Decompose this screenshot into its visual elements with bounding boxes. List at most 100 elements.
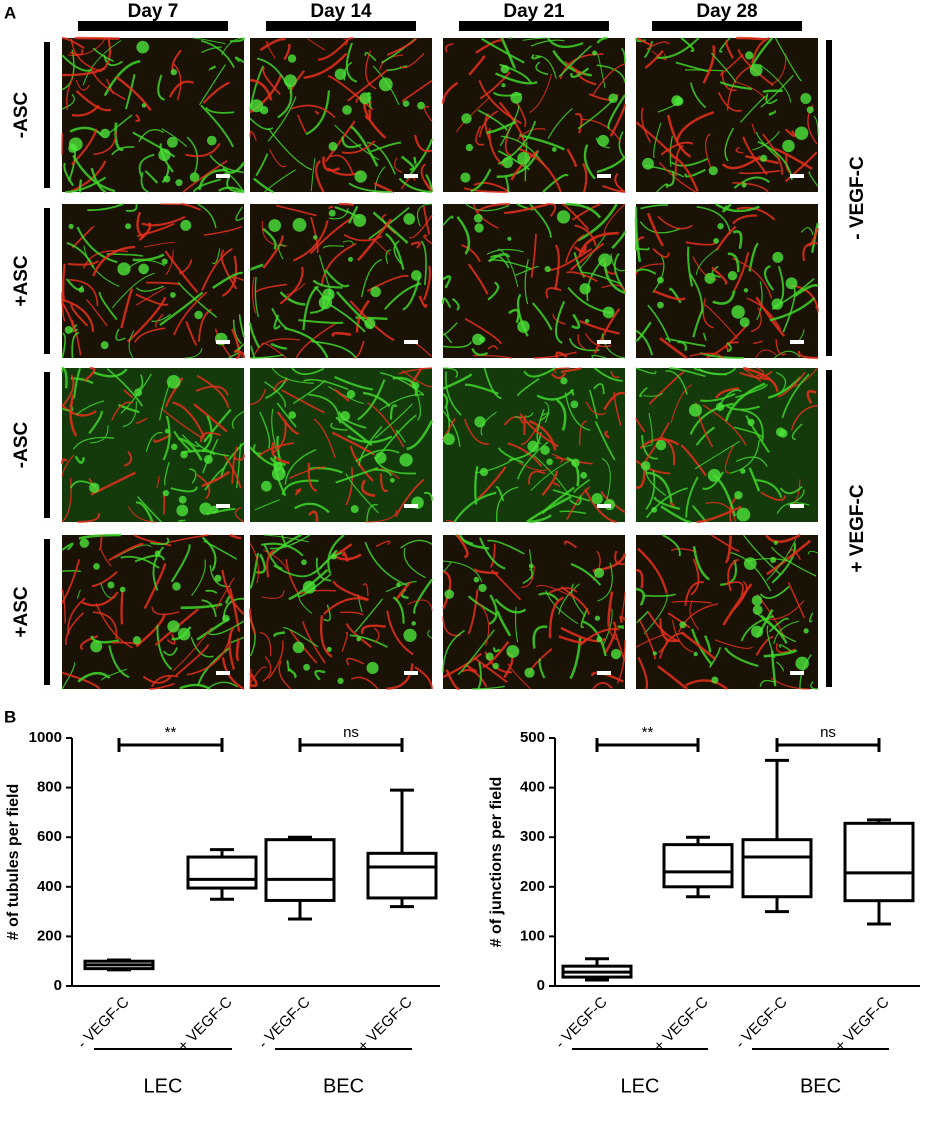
cell (501, 65, 510, 74)
cell (540, 445, 549, 454)
scale-bar (404, 671, 418, 675)
group-bar (826, 40, 832, 356)
cell (596, 636, 602, 642)
y-tick-label: 200 (37, 927, 62, 944)
cell (167, 137, 178, 148)
fiber (763, 91, 783, 92)
cell (595, 616, 600, 621)
cell (411, 270, 422, 281)
cell (603, 307, 615, 319)
cell (592, 50, 597, 55)
cell (545, 266, 551, 272)
cell (517, 152, 530, 165)
cell (171, 444, 177, 450)
column-label: Day 28 (696, 1, 757, 22)
cell (107, 581, 114, 588)
scale-bar (597, 340, 611, 344)
cell (770, 557, 776, 563)
cell (571, 458, 580, 467)
cell (190, 172, 200, 182)
cell (713, 238, 719, 244)
cell (69, 224, 74, 229)
cell (301, 559, 307, 565)
box (664, 845, 732, 887)
micrograph-bg (62, 38, 244, 192)
y-tick-label: 200 (520, 878, 545, 895)
cell (786, 277, 798, 289)
cell (580, 472, 587, 479)
y-tick-label: 400 (520, 779, 545, 796)
cell (322, 288, 334, 300)
group-label: LEC (621, 1075, 660, 1097)
cell (597, 135, 609, 147)
cell (594, 568, 604, 578)
cell (807, 106, 814, 113)
column-bar (78, 21, 228, 31)
cell (403, 629, 416, 642)
micrograph-bg (250, 38, 432, 192)
cell (753, 605, 763, 615)
cell (552, 147, 557, 152)
x-tick-label: - VEGF-C (552, 994, 611, 1053)
cell (337, 678, 343, 684)
micrograph (62, 204, 244, 358)
micrograph (636, 368, 818, 522)
micrograph-bg (62, 535, 244, 689)
cell (800, 93, 811, 104)
micrograph (636, 535, 818, 689)
cell (502, 157, 513, 168)
cell (171, 69, 177, 75)
scale-bar (216, 671, 230, 675)
cell (367, 662, 379, 674)
y-tick-label: 0 (54, 977, 62, 994)
cell (608, 94, 618, 104)
cell (501, 83, 505, 87)
cell (354, 170, 366, 182)
y-tick-label: 0 (537, 977, 545, 994)
cell (466, 144, 473, 151)
cell (479, 336, 485, 342)
cell (293, 642, 305, 654)
cell (579, 283, 590, 294)
cell (694, 652, 698, 656)
column-label: Day 7 (128, 1, 179, 22)
cell (653, 651, 657, 655)
cell (728, 271, 737, 280)
scale-bar (790, 174, 804, 178)
cell (751, 626, 763, 638)
cell (403, 213, 415, 225)
y-tick-label: 300 (520, 828, 545, 845)
cell (412, 382, 419, 389)
column-bar (652, 21, 802, 31)
fiber (618, 626, 624, 628)
cell (158, 149, 170, 161)
x-tick-label: - VEGF-C (74, 994, 133, 1053)
cell (356, 637, 361, 642)
fiber (62, 571, 81, 572)
column-label: Day 14 (310, 1, 372, 22)
cell (804, 628, 809, 633)
y-tick-label: 500 (520, 729, 545, 746)
cell (474, 577, 480, 583)
cell (656, 440, 666, 450)
cell (348, 257, 353, 262)
cell (651, 507, 657, 513)
x-tick-label: + VEGF-C (354, 994, 415, 1055)
fiber (164, 493, 165, 514)
cell (736, 508, 750, 522)
cell (207, 136, 217, 146)
column-bar (459, 21, 609, 31)
cell (138, 264, 149, 275)
cell (120, 587, 126, 593)
cell (779, 429, 787, 437)
significance-label: ** (642, 724, 654, 741)
significance-label: ** (165, 724, 177, 741)
cell (592, 493, 603, 504)
y-tick-label: 100 (520, 927, 545, 944)
cell (194, 311, 202, 319)
cell (180, 220, 191, 231)
cell (611, 649, 621, 659)
scale-bar (216, 504, 230, 508)
row-label: +ASC (11, 586, 32, 637)
